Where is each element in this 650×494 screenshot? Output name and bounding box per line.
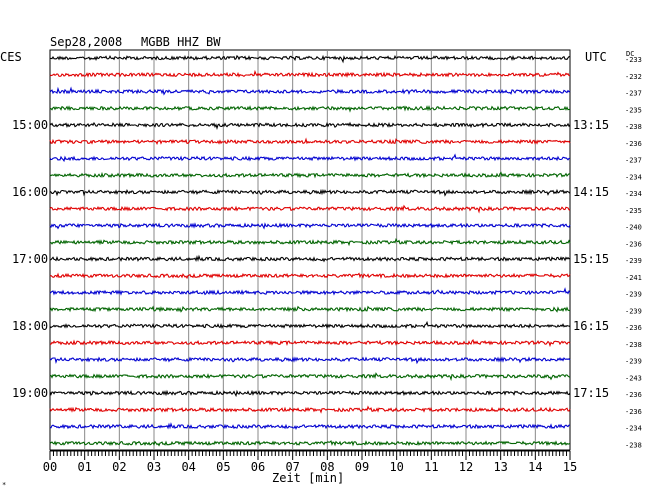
trace-line bbox=[49, 254, 571, 263]
trace-line bbox=[49, 222, 571, 230]
x-tick-label: 05 bbox=[216, 460, 230, 474]
dc-offset-label: -232 bbox=[625, 73, 642, 81]
dc-offset-label: -234 bbox=[625, 173, 642, 181]
trace-line bbox=[49, 389, 571, 398]
left-timezone-label: CES bbox=[0, 50, 22, 64]
dc-header-label: DC bbox=[626, 50, 634, 58]
dc-offset-label: -239 bbox=[625, 257, 642, 265]
x-tick-label: 10 bbox=[389, 460, 403, 474]
trace-line bbox=[49, 372, 571, 382]
dc-offset-label: -241 bbox=[625, 274, 642, 282]
x-axis: 00 01 02 03 04 05 06 07 08 09 10 11 12 13 14 15 bbox=[43, 450, 577, 474]
trace-line bbox=[49, 305, 571, 313]
dc-offset-label: -239 bbox=[625, 358, 642, 366]
trace-line bbox=[49, 153, 570, 163]
x-axis-title: Zeit [min] bbox=[272, 471, 344, 485]
trace-line bbox=[49, 422, 571, 430]
trace-line bbox=[49, 339, 571, 348]
date-label: Sep28,2008 bbox=[50, 35, 122, 49]
right-time-label: 14:15 bbox=[573, 185, 609, 199]
trace-line bbox=[49, 188, 571, 197]
dc-offset-label: -240 bbox=[625, 224, 642, 232]
left-time-label: 19:00 bbox=[12, 386, 48, 400]
trace-line bbox=[49, 237, 571, 247]
x-tick-label: 02 bbox=[112, 460, 126, 474]
right-timezone-label: UTC bbox=[585, 50, 607, 64]
left-time-label: 15:00 bbox=[12, 118, 48, 132]
dc-offset-label: -243 bbox=[625, 374, 642, 382]
left-time-label: 16:00 bbox=[12, 185, 48, 199]
plot-frame bbox=[49, 49, 571, 451]
dc-offset-label: -238 bbox=[625, 441, 642, 449]
trace-line bbox=[49, 104, 571, 113]
dc-offset-label: -239 bbox=[625, 291, 642, 299]
left-time-label: 18:00 bbox=[12, 319, 48, 333]
trace-line bbox=[49, 86, 571, 96]
dc-offset-label: -236 bbox=[625, 140, 642, 148]
right-time-label: 13:15 bbox=[573, 118, 609, 132]
vertical-gridlines bbox=[84, 50, 536, 450]
x-tick-label: 09 bbox=[355, 460, 369, 474]
x-tick-label: 12 bbox=[459, 460, 473, 474]
dc-offset-label: -235 bbox=[625, 106, 642, 114]
x-tick-label: 15 bbox=[563, 460, 577, 474]
trace-line bbox=[49, 137, 571, 146]
dc-offset-label: -236 bbox=[625, 240, 642, 248]
trace-line bbox=[49, 121, 571, 130]
trace-line bbox=[49, 204, 571, 214]
trace-line bbox=[49, 320, 571, 330]
x-tick-label: 01 bbox=[77, 460, 91, 474]
left-time-label: 17:00 bbox=[12, 252, 48, 266]
trace-line bbox=[49, 405, 571, 414]
trace-line bbox=[49, 171, 571, 179]
trace-line bbox=[49, 54, 571, 64]
dc-offset-label: -237 bbox=[625, 90, 642, 98]
trace-line bbox=[49, 287, 571, 296]
x-tick-label: 03 bbox=[147, 460, 161, 474]
dc-offset-label: -238 bbox=[625, 341, 642, 349]
station-label: MGBB HHZ BW bbox=[141, 35, 221, 49]
right-time-label: 17:15 bbox=[573, 386, 609, 400]
x-tick-label: 11 bbox=[424, 460, 438, 474]
corner-mark: * bbox=[2, 481, 6, 489]
dc-offset-label: -233 bbox=[625, 56, 642, 64]
x-tick-label: 08 bbox=[320, 460, 334, 474]
dc-offset-label: -239 bbox=[625, 307, 642, 315]
time-labels: 15:00 16:00 17:00 18:00 19:00 13:15 14:15 15:15… bbox=[12, 118, 609, 400]
dc-offset-label: -238 bbox=[625, 123, 642, 131]
dc-offset-label: -234 bbox=[625, 425, 642, 433]
dc-offset-label: -235 bbox=[625, 207, 642, 215]
dc-offset-label: -236 bbox=[625, 408, 642, 416]
trace-line bbox=[49, 272, 571, 280]
x-tick-label: 04 bbox=[181, 460, 195, 474]
x-tick-label: 00 bbox=[43, 460, 57, 474]
dc-offset-label: -234 bbox=[625, 190, 642, 198]
right-time-label: 16:15 bbox=[573, 319, 609, 333]
x-tick-label: 13 bbox=[493, 460, 507, 474]
trace-line bbox=[49, 69, 571, 78]
x-tick-label: 14 bbox=[528, 460, 542, 474]
dc-offset-label: -236 bbox=[625, 391, 642, 399]
x-tick-label: 07 bbox=[285, 460, 299, 474]
right-time-label: 15:15 bbox=[573, 252, 609, 266]
trace-line bbox=[49, 439, 571, 447]
trace-line bbox=[49, 356, 571, 365]
dc-offset-label: -237 bbox=[625, 157, 642, 165]
dc-offset-label: -236 bbox=[625, 324, 642, 332]
x-tick-label: 06 bbox=[251, 460, 265, 474]
trace-lines bbox=[49, 54, 571, 447]
dc-offset-labels: -233 -232 -237 -235 -238 -236 -237 -234 -234 -235… bbox=[625, 56, 642, 449]
